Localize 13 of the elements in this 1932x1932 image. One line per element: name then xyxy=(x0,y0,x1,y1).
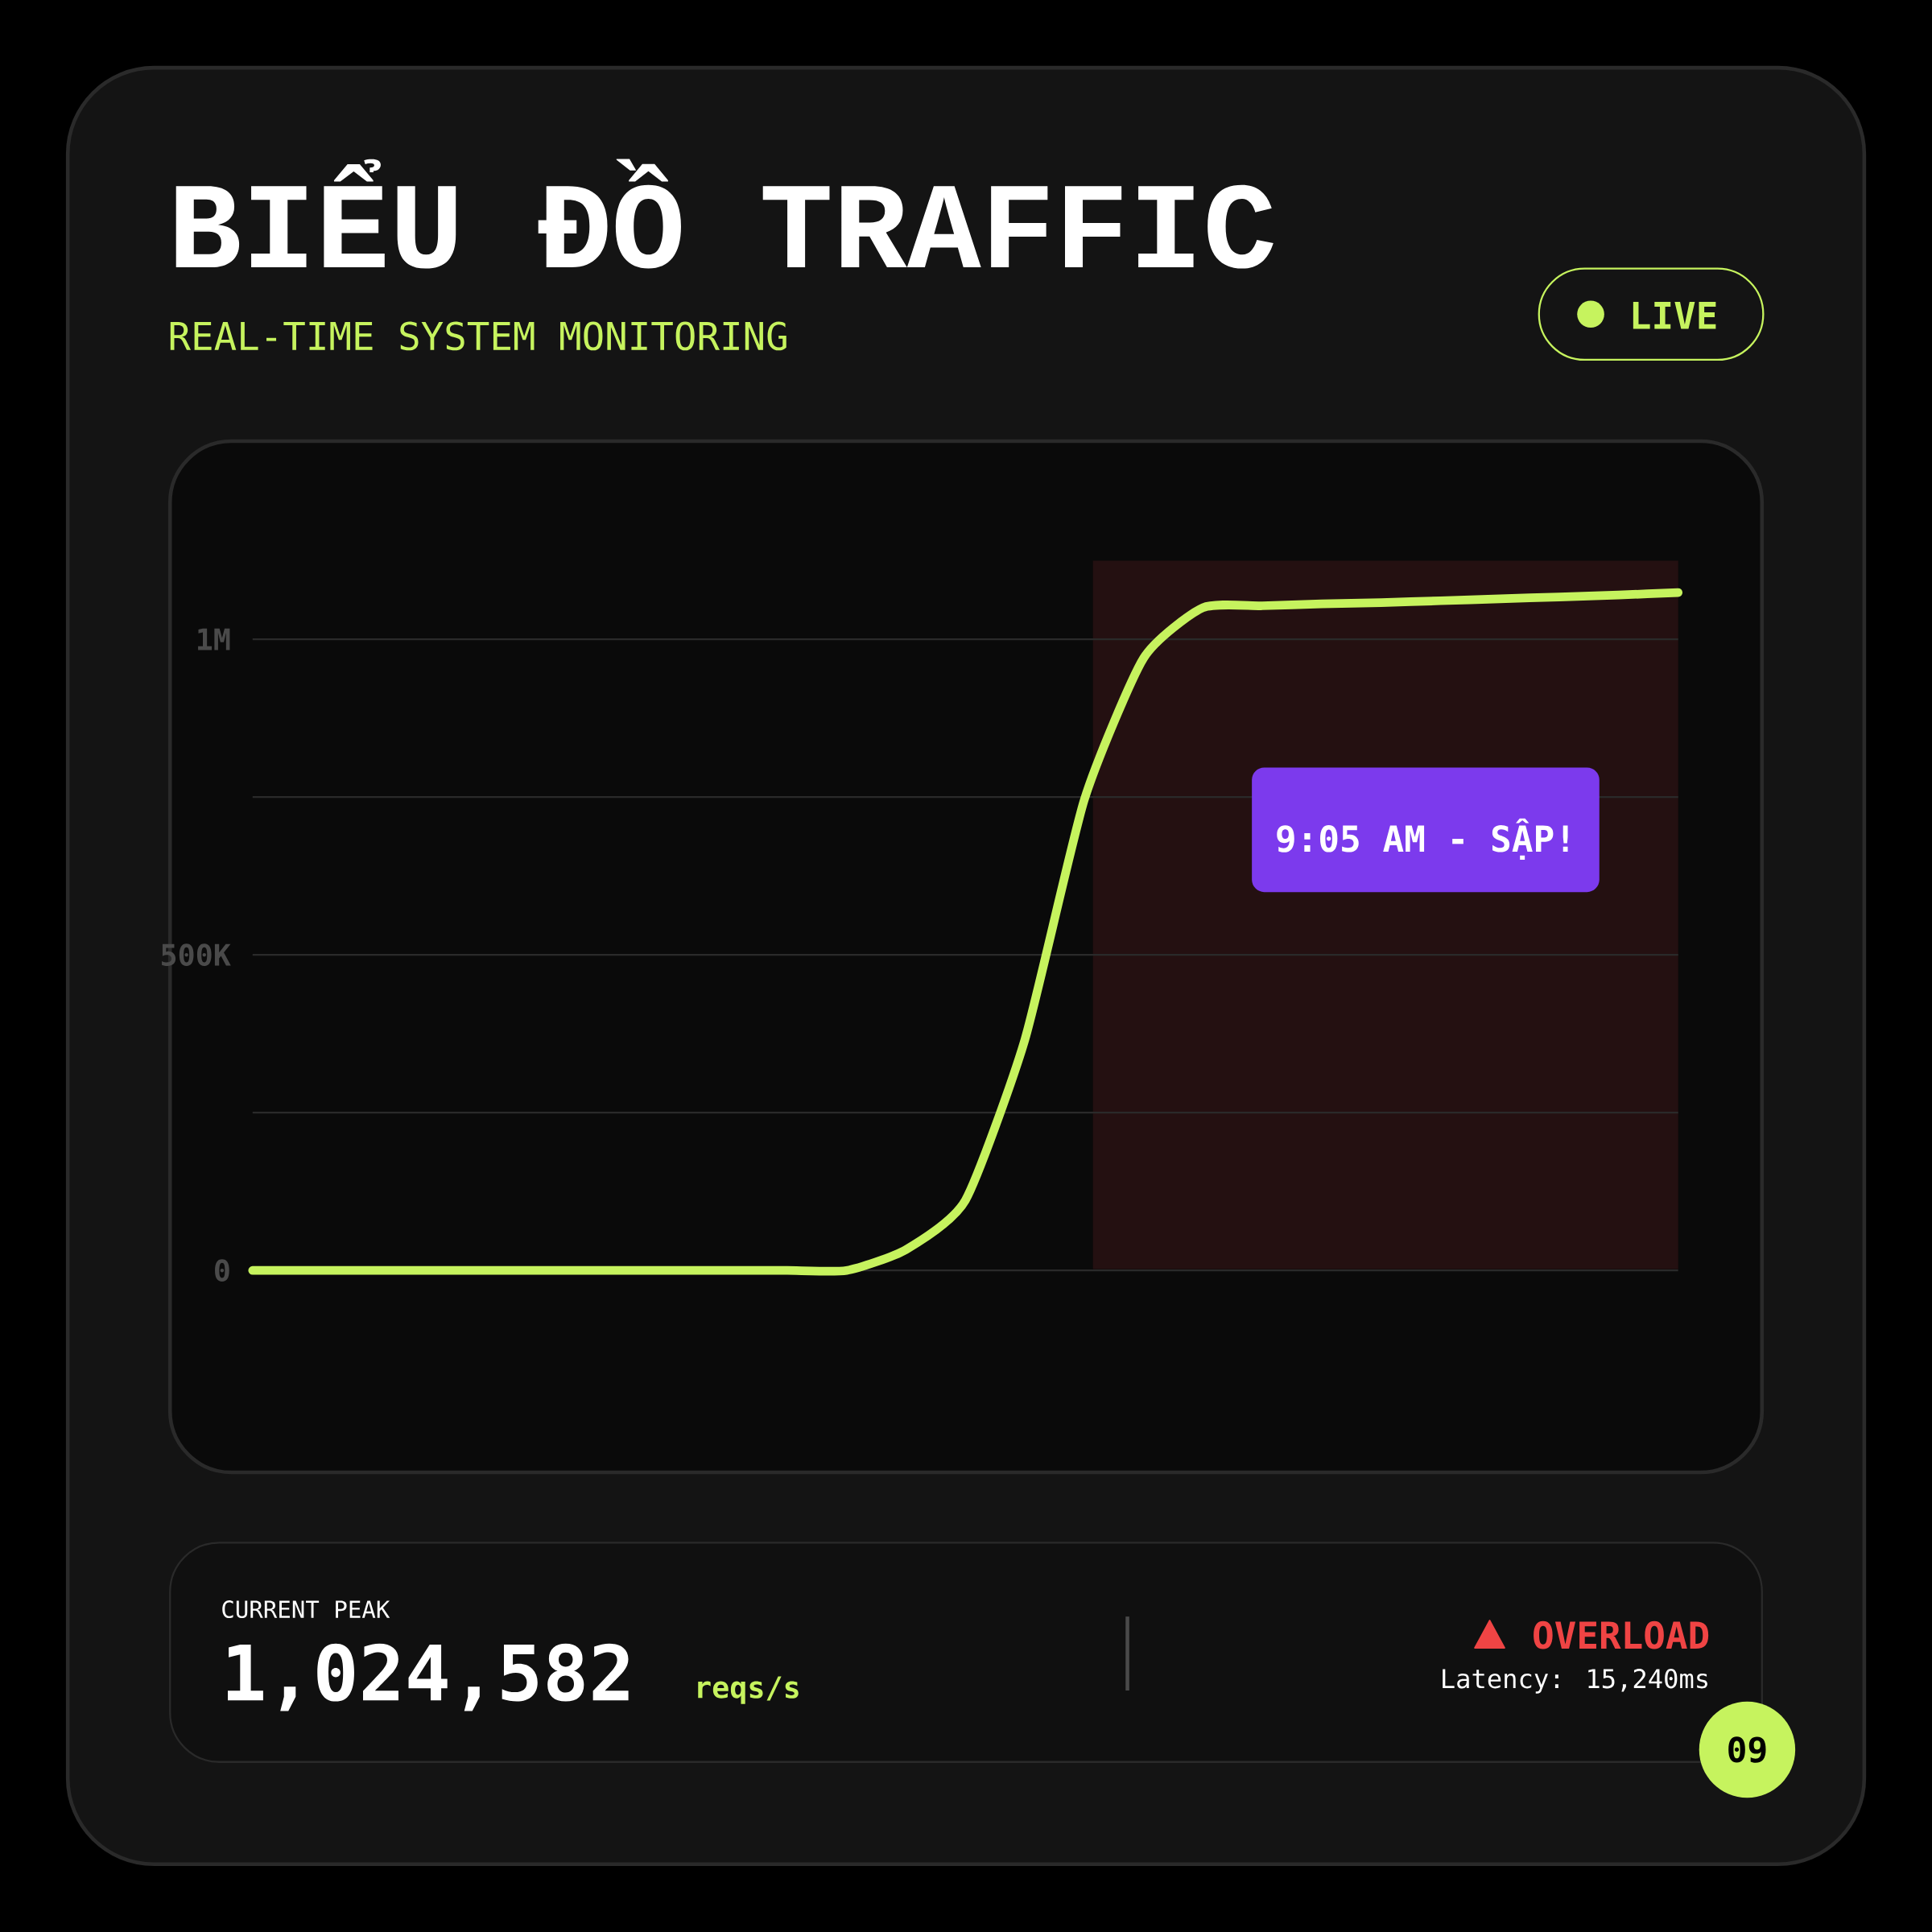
text: OVERLOAD xyxy=(1534,1620,1709,1649)
text: LIVE xyxy=(1633,302,1716,329)
text: 09 xyxy=(1728,1736,1766,1763)
y-tick-label: 1M xyxy=(198,628,230,650)
y-tick-label: 0 xyxy=(215,1259,229,1282)
text: 1,024,582 xyxy=(228,1643,629,1711)
text: CURRENT PEAK xyxy=(222,1600,390,1619)
annotation: 9:05 AM - SẬP! xyxy=(1277,818,1568,860)
y-tick-label: 500K xyxy=(162,943,231,967)
chart-subtitle: REAL-TIME SYSTEM MONITORING xyxy=(170,321,786,351)
chart-title: BIỂU ĐỒ TRAFFIC xyxy=(175,159,1274,269)
text: Latency: 15,240ms xyxy=(1443,1669,1707,1694)
text: reqs/s xyxy=(698,1676,799,1704)
